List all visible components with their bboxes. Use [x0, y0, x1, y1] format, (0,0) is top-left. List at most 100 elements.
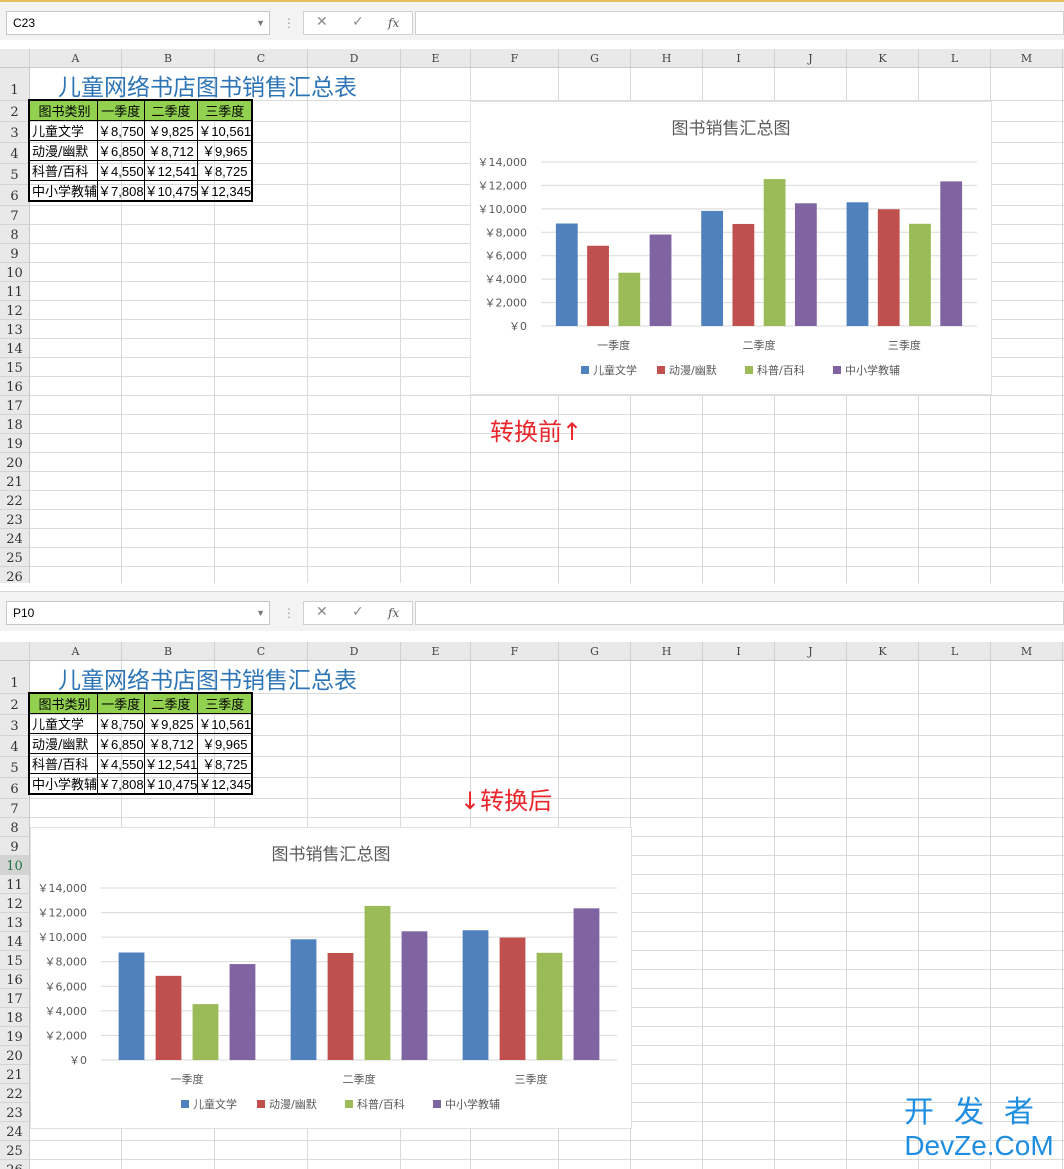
row-header-14[interactable]: 14 — [0, 339, 29, 358]
value-cell[interactable]: ￥10,561 — [197, 120, 253, 141]
function-icon[interactable]: fx — [388, 606, 400, 620]
column-header-e[interactable]: E — [401, 642, 471, 660]
cancel-icon[interactable]: ✕ — [316, 14, 328, 30]
row-header-8[interactable]: 8 — [0, 818, 29, 837]
row-header-17[interactable]: 17 — [0, 396, 29, 415]
row-header-7[interactable]: 7 — [0, 799, 29, 818]
value-cell[interactable]: ￥12,345 — [197, 180, 253, 202]
column-header-m[interactable]: M — [991, 642, 1063, 660]
row-header-24[interactable]: 24 — [0, 529, 29, 548]
value-cell[interactable]: ￥4,550 — [97, 160, 145, 181]
row-header-6[interactable]: 6 — [0, 778, 29, 799]
row-header-15[interactable]: 15 — [0, 358, 29, 377]
row-header-17[interactable]: 17 — [0, 989, 29, 1008]
value-cell[interactable]: ￥10,561 — [197, 713, 253, 734]
row-header-9[interactable]: 9 — [0, 837, 29, 856]
row-header-16[interactable]: 16 — [0, 377, 29, 396]
value-cell[interactable]: ￥6,850 — [97, 140, 145, 161]
value-cell[interactable]: ￥9,825 — [143, 120, 199, 141]
row-header-9[interactable]: 9 — [0, 244, 29, 263]
column-header-j[interactable]: J — [775, 49, 847, 67]
table-header-cell[interactable]: 二季度 — [143, 692, 199, 714]
row-header-18[interactable]: 18 — [0, 1008, 29, 1027]
value-cell[interactable]: ￥12,541 — [143, 753, 199, 774]
value-cell[interactable]: ￥12,541 — [143, 160, 199, 181]
table-header-cell[interactable]: 一季度 — [97, 692, 145, 714]
column-header-k[interactable]: K — [847, 642, 919, 660]
name-box[interactable]: P10 ▼ — [6, 601, 270, 625]
column-header-f[interactable]: F — [471, 642, 559, 660]
row-header-20[interactable]: 20 — [0, 1046, 29, 1065]
name-box[interactable]: C23 ▼ — [6, 11, 270, 35]
category-cell[interactable]: 动漫/幽默 — [28, 733, 99, 754]
value-cell[interactable]: ￥12,345 — [197, 773, 253, 795]
row-header-22[interactable]: 22 — [0, 1084, 29, 1103]
table-header-cell[interactable]: 一季度 — [97, 99, 145, 121]
row-header-14[interactable]: 14 — [0, 932, 29, 951]
row-header-3[interactable]: 3 — [0, 715, 29, 736]
value-cell[interactable]: ￥7,808 — [97, 180, 145, 202]
value-cell[interactable]: ￥8,712 — [143, 140, 199, 161]
row-header-11[interactable]: 11 — [0, 875, 29, 894]
value-cell[interactable]: ￥8,725 — [197, 753, 253, 774]
category-cell[interactable]: 中小学教辅 — [28, 180, 99, 202]
column-header-d[interactable]: D — [308, 49, 401, 67]
table-header-cell[interactable]: 三季度 — [197, 692, 253, 714]
row-header-26[interactable]: 26 — [0, 567, 29, 583]
row-header-5[interactable]: 5 — [0, 757, 29, 778]
row-header-19[interactable]: 19 — [0, 434, 29, 453]
column-header-k[interactable]: K — [847, 49, 919, 67]
chevron-down-icon[interactable]: ▼ — [256, 608, 265, 618]
column-header-e[interactable]: E — [401, 49, 471, 67]
sheet-title[interactable]: 儿童网络书店图书销售汇总表 — [58, 75, 357, 101]
column-header-h[interactable]: H — [631, 49, 703, 67]
column-header-c[interactable]: C — [215, 642, 308, 660]
row-header-8[interactable]: 8 — [0, 225, 29, 244]
enter-icon[interactable]: ✓ — [352, 604, 364, 620]
column-header-g[interactable]: G — [559, 49, 631, 67]
row-header-1[interactable]: 1 — [0, 661, 29, 694]
select-all-corner[interactable] — [0, 642, 30, 660]
row-header-5[interactable]: 5 — [0, 164, 29, 185]
row-header-10[interactable]: 10 — [0, 856, 29, 875]
row-header-23[interactable]: 23 — [0, 1103, 29, 1122]
category-cell[interactable]: 儿童文学 — [28, 713, 99, 734]
sales-chart[interactable]: 图书销售汇总图 ￥0 ￥2,000 ￥4,000 ￥6,000 ￥8,000 ￥10,000… — [470, 101, 992, 395]
row-header-25[interactable]: 25 — [0, 548, 29, 567]
value-cell[interactable]: ￥6,850 — [97, 733, 145, 754]
column-header-d[interactable]: D — [308, 642, 401, 660]
row-header-16[interactable]: 16 — [0, 970, 29, 989]
row-header-19[interactable]: 19 — [0, 1027, 29, 1046]
row-header-2[interactable]: 2 — [0, 694, 29, 715]
column-header-g[interactable]: G — [559, 642, 631, 660]
table-header-cell[interactable]: 三季度 — [197, 99, 253, 121]
formula-input[interactable] — [415, 11, 1064, 35]
column-header-m[interactable]: M — [991, 49, 1063, 67]
row-header-10[interactable]: 10 — [0, 263, 29, 282]
category-cell[interactable]: 儿童文学 — [28, 120, 99, 141]
category-cell[interactable]: 中小学教辅 — [28, 773, 99, 795]
row-header-3[interactable]: 3 — [0, 122, 29, 143]
column-header-f[interactable]: F — [471, 49, 559, 67]
value-cell[interactable]: ￥10,475 — [143, 773, 199, 795]
row-header-23[interactable]: 23 — [0, 510, 29, 529]
select-all-corner[interactable] — [0, 49, 30, 67]
row-header-26[interactable]: 26 — [0, 1160, 29, 1169]
row-header-2[interactable]: 2 — [0, 101, 29, 122]
column-header-b[interactable]: B — [122, 49, 215, 67]
row-header-1[interactable]: 1 — [0, 68, 29, 101]
column-header-j[interactable]: J — [775, 642, 847, 660]
enter-icon[interactable]: ✓ — [352, 14, 364, 30]
column-header-i[interactable]: I — [703, 642, 775, 660]
row-header-6[interactable]: 6 — [0, 185, 29, 206]
value-cell[interactable]: ￥10,475 — [143, 180, 199, 202]
cancel-icon[interactable]: ✕ — [316, 604, 328, 620]
value-cell[interactable]: ￥9,965 — [197, 733, 253, 754]
table-header-cell[interactable]: 图书类别 — [28, 99, 99, 121]
row-header-4[interactable]: 4 — [0, 143, 29, 164]
column-header-h[interactable]: H — [631, 642, 703, 660]
row-header-21[interactable]: 21 — [0, 1065, 29, 1084]
column-header-b[interactable]: B — [122, 642, 215, 660]
row-header-18[interactable]: 18 — [0, 415, 29, 434]
column-header-i[interactable]: I — [703, 49, 775, 67]
